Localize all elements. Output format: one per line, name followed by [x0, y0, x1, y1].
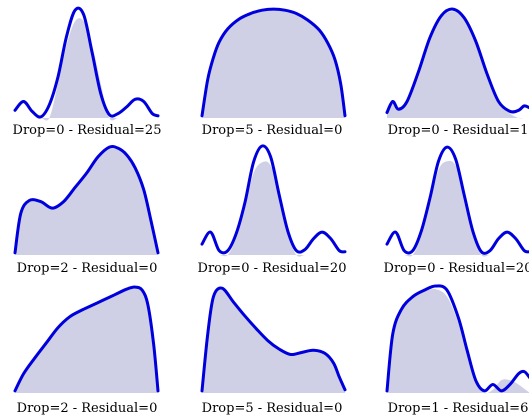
density-curve	[385, 145, 529, 255]
residual-area	[202, 161, 345, 257]
panel-caption: Drop=0 - Residual=1	[388, 123, 529, 138]
residual-area	[387, 11, 529, 119]
density-curve	[200, 144, 347, 255]
chart-panel-5: Drop=0 - Residual=20	[198, 144, 347, 276]
density-curve	[200, 286, 347, 393]
residual-area	[387, 160, 529, 257]
residual-area	[15, 287, 158, 393]
panel-caption: Drop=0 - Residual=25	[13, 123, 162, 138]
chart-panel-2: Drop=5 - Residual=0	[200, 7, 347, 138]
residual-area	[387, 288, 529, 394]
chart-panel-3: Drop=0 - Residual=1	[385, 7, 529, 138]
panel-caption: Drop=5 - Residual=0	[202, 123, 343, 138]
panel-caption: Drop=0 - Residual=20	[198, 261, 347, 276]
density-curve	[385, 7, 529, 114]
residual-area	[15, 146, 158, 255]
chart-panel-8: Drop=5 - Residual=0	[200, 286, 347, 416]
panel-caption: Drop=1 - Residual=6	[388, 401, 529, 416]
residual-area	[202, 9, 345, 119]
chart-panel-6: Drop=0 - Residual=20	[384, 145, 529, 276]
chart-panel-7: Drop=2 - Residual=0	[13, 285, 160, 416]
panel-caption: Drop=2 - Residual=0	[17, 401, 158, 416]
chart-panel-4: Drop=2 - Residual=0	[13, 144, 160, 276]
chart-panel-1: Drop=0 - Residual=25	[13, 6, 162, 138]
residual-area	[15, 18, 158, 121]
panel-caption: Drop=0 - Residual=20	[384, 261, 529, 276]
residual-area	[202, 287, 345, 393]
density-curve	[13, 144, 160, 255]
density-curve	[385, 284, 529, 393]
panel-caption: Drop=5 - Residual=0	[202, 401, 343, 416]
density-curve	[13, 6, 160, 119]
chart-panel-9: Drop=1 - Residual=6	[385, 284, 529, 416]
density-curve	[200, 7, 347, 118]
density-curve	[13, 285, 160, 393]
panel-caption: Drop=2 - Residual=0	[17, 261, 158, 276]
